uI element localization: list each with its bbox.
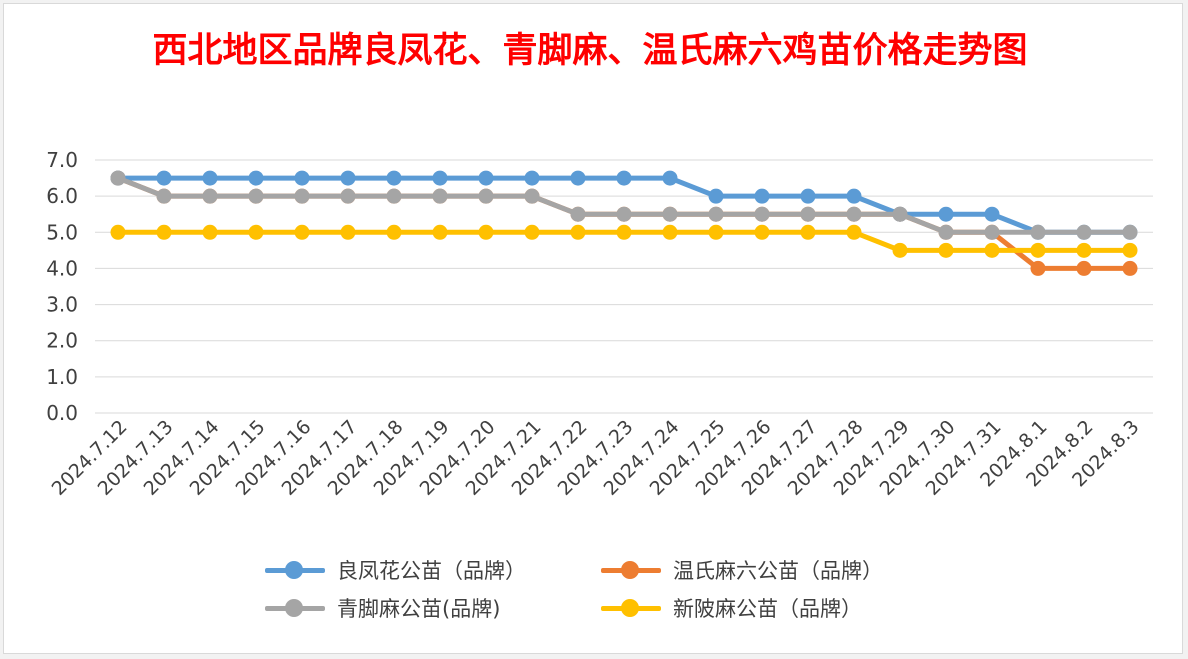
data-point <box>984 206 1000 222</box>
chart-title: 西北地区品牌良凤花、青脚麻、温氏麻六鸡苗价格走势图 <box>152 30 1028 71</box>
y-tick-label: 1.0 <box>46 365 78 389</box>
data-point <box>800 224 816 240</box>
data-point <box>386 224 402 240</box>
data-point <box>846 224 862 240</box>
data-point <box>248 188 264 204</box>
legend-label: 新陂麻公苗（品牌） <box>673 597 862 621</box>
data-point <box>708 188 724 204</box>
data-point <box>754 188 770 204</box>
y-tick-label: 4.0 <box>46 256 78 280</box>
data-point <box>110 170 126 186</box>
series-line-1 <box>115 175 1133 235</box>
data-point <box>708 206 724 222</box>
data-point <box>340 188 356 204</box>
data-point <box>570 224 586 240</box>
y-tick-label: 0.0 <box>46 401 78 425</box>
legend-label: 温氏麻六公苗（品牌） <box>673 559 883 583</box>
data-point <box>524 170 540 186</box>
data-point <box>294 188 310 204</box>
data-point <box>156 188 172 204</box>
data-point <box>754 224 770 240</box>
data-point <box>386 188 402 204</box>
data-point <box>432 224 448 240</box>
data-point <box>616 224 632 240</box>
data-point <box>294 224 310 240</box>
y-tick-label: 2.0 <box>46 329 78 353</box>
data-point <box>156 224 172 240</box>
data-point <box>294 170 310 186</box>
legend-swatch <box>265 598 325 618</box>
data-point <box>1030 224 1046 240</box>
legend-item: 良凤花公苗（品牌） <box>265 552 526 588</box>
data-point <box>754 206 770 222</box>
legend-swatch <box>601 560 661 580</box>
series-line-2 <box>115 175 1133 235</box>
data-point <box>1122 224 1138 240</box>
chart-legend: 良凤花公苗（品牌） 温氏麻六公苗（品牌） 青脚麻公苗(品牌) 新陂麻公苗（品牌） <box>265 552 945 632</box>
data-point <box>892 242 908 258</box>
data-point <box>938 206 954 222</box>
data-point <box>662 170 678 186</box>
legend-item: 青脚麻公苗(品牌) <box>265 590 500 626</box>
data-point <box>1076 224 1092 240</box>
data-point <box>524 188 540 204</box>
data-point <box>938 242 954 258</box>
legend-label: 青脚麻公苗(品牌) <box>337 597 501 621</box>
data-point <box>248 170 264 186</box>
legend-item: 新陂麻公苗（品牌） <box>601 590 862 626</box>
data-point <box>248 224 264 240</box>
data-point <box>202 170 218 186</box>
data-point <box>1122 260 1138 276</box>
data-point <box>478 188 494 204</box>
data-point <box>340 170 356 186</box>
data-point <box>202 224 218 240</box>
data-point <box>984 224 1000 240</box>
data-point <box>708 224 724 240</box>
data-point <box>156 170 172 186</box>
data-point <box>938 224 954 240</box>
y-tick-label: 3.0 <box>46 293 78 317</box>
data-point <box>570 170 586 186</box>
legend-label: 良凤花公苗（品牌） <box>337 559 526 583</box>
data-point <box>524 224 540 240</box>
data-point <box>662 224 678 240</box>
data-point <box>1122 242 1138 258</box>
data-point <box>432 170 448 186</box>
y-tick-label: 7.0 <box>46 148 78 172</box>
legend-swatch <box>601 598 661 618</box>
y-tick-label: 6.0 <box>46 184 78 208</box>
data-point <box>800 206 816 222</box>
data-point <box>846 188 862 204</box>
data-point <box>110 224 126 240</box>
data-point <box>984 242 1000 258</box>
data-point <box>478 170 494 186</box>
data-point <box>662 206 678 222</box>
data-point <box>616 206 632 222</box>
data-point <box>1030 260 1046 276</box>
data-point <box>800 188 816 204</box>
data-point <box>340 224 356 240</box>
data-point <box>616 170 632 186</box>
legend-swatch <box>265 560 325 580</box>
data-point <box>846 206 862 222</box>
data-point <box>432 188 448 204</box>
data-point <box>1076 260 1092 276</box>
series-line-0 <box>115 175 1133 271</box>
data-point <box>1030 242 1046 258</box>
data-point <box>202 188 218 204</box>
data-point <box>892 206 908 222</box>
data-point <box>478 224 494 240</box>
data-point <box>386 170 402 186</box>
data-point <box>1076 242 1092 258</box>
data-point <box>570 206 586 222</box>
chart-frame <box>3 3 1183 654</box>
y-tick-label: 5.0 <box>46 220 78 244</box>
legend-item: 温氏麻六公苗（品牌） <box>601 552 883 588</box>
